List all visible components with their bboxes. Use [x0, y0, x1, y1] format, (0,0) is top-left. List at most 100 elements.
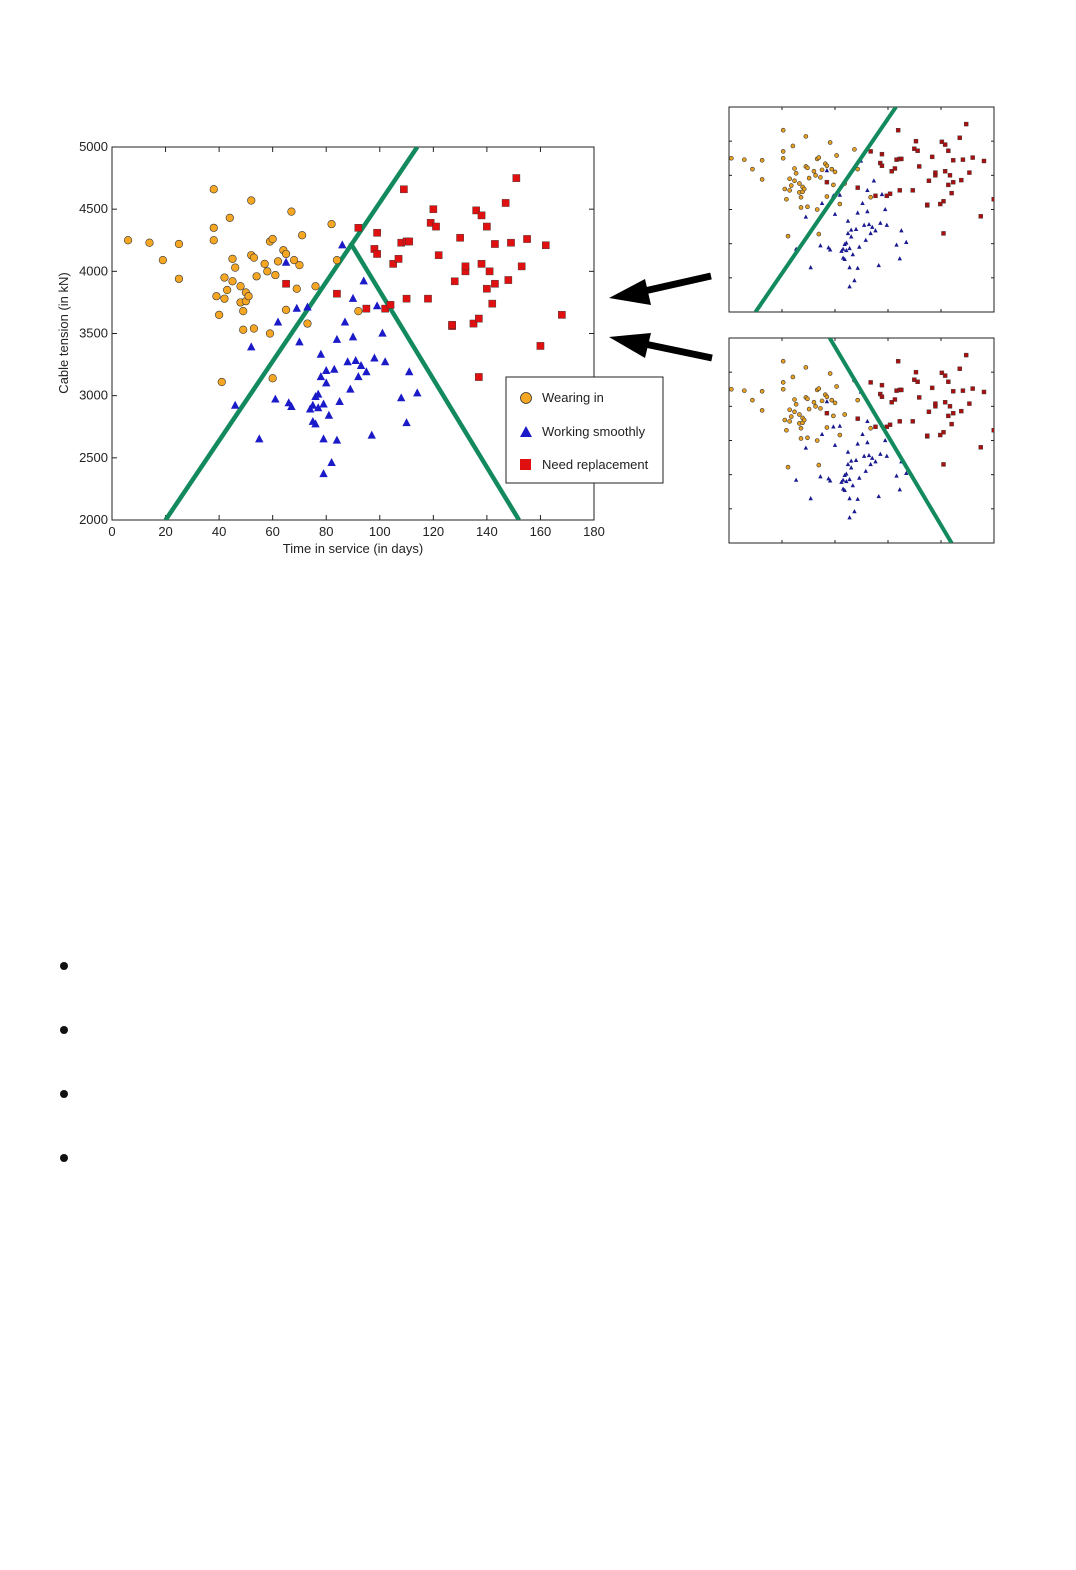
thumbnail-need-replacement-point — [951, 179, 956, 185]
thumbnail-need-replacement-point — [970, 155, 975, 160]
thumbnail-wearing-in-point — [729, 386, 734, 392]
thumbnail-wearing-in-point — [780, 149, 786, 154]
thumbnail-wearing-in-point — [793, 401, 799, 407]
need-replacement-point — [542, 241, 550, 250]
thumbnail-need-replacement-point — [981, 158, 987, 164]
thumbnail-working-smoothly-point — [824, 168, 830, 173]
thumbnail-working-smoothly-point — [847, 476, 852, 482]
working-smoothly-point — [380, 357, 390, 366]
thumbnail-working-smoothly-point — [855, 441, 860, 446]
thumbnail-wearing-in-point — [787, 188, 792, 193]
need-replacement-point — [469, 319, 478, 328]
thumbnail-need-replacement-point — [957, 135, 962, 140]
need-replacement-point — [477, 211, 486, 220]
wearing-in-point — [228, 277, 237, 286]
working-smoothly-point — [332, 435, 342, 444]
thumbnail-wearing-in-point — [784, 196, 789, 202]
y-tick-label: 4000 — [79, 263, 108, 278]
main-ticks: 0 20 40 60 80 100 120 140 160 180 2000 2500 3000 3500… — [79, 139, 605, 539]
need-replacement-point — [362, 304, 371, 313]
thumbnail-need-replacement-point — [915, 148, 920, 153]
main-chart: 0 20 40 60 80 100 120 140 160 180 2000 2500 3000 3500… — [56, 139, 664, 556]
working-smoothly-point — [322, 365, 331, 374]
main-points — [123, 174, 566, 478]
wearing-in-point — [158, 256, 167, 265]
thumbnail-wearing-in-point — [827, 371, 833, 376]
thumbnail-need-replacement-point — [951, 389, 956, 394]
legend-label-wearing-in: Wearing in — [542, 390, 604, 405]
need-replacement-point — [475, 314, 483, 323]
need-replacement-point — [424, 294, 432, 303]
thumbnail-working-smoothly-point — [865, 209, 870, 214]
wearing-in-point — [209, 223, 218, 232]
arrows — [609, 272, 713, 362]
wearing-in-point — [260, 259, 269, 268]
wearing-in-point — [252, 272, 261, 281]
legend-marker-wearing-in — [520, 392, 532, 404]
thumbnail-working-smoothly-point — [883, 206, 888, 212]
thumbnail-need-replacement-point — [855, 416, 860, 421]
wearing-in-point — [174, 239, 184, 249]
working-smoothly-point — [330, 364, 339, 373]
working-smoothly-point — [351, 356, 360, 365]
bullet-dot — [60, 962, 68, 970]
thumbnail-need-replacement-point — [941, 462, 946, 467]
thumbnail-need-replacement-point — [942, 373, 948, 378]
need-replacement-point — [491, 240, 499, 248]
thumbnail-wearing-in-point — [805, 435, 810, 441]
thumbnail-wearing-in-point — [855, 397, 860, 403]
working-smoothly-point — [319, 434, 328, 443]
thumbnail-wearing-in-point — [742, 388, 747, 393]
thumbnail-wearing-in-point — [759, 177, 765, 182]
thumbnail-need-replacement-point — [978, 445, 983, 450]
wearing-in-point — [174, 274, 184, 283]
need-replacement-point — [389, 260, 397, 268]
thumbnail-working-smoothly-point — [897, 256, 902, 261]
thumbnail-working-smoothly-point — [876, 263, 881, 268]
thumbnail-working-smoothly-point — [879, 191, 885, 197]
thumbnail-working-smoothly-point — [860, 200, 865, 205]
thumbnail-wearing-in-point — [818, 175, 823, 180]
wearing-in-point — [249, 324, 259, 333]
thumbnail-wearing-in-point — [742, 157, 747, 162]
thumbnail-working-smoothly-point — [883, 437, 888, 443]
legend-label-need-replacement: Need replacement — [542, 457, 649, 472]
working-smoothly-point — [370, 353, 379, 362]
thumbnail-wearing-in-point — [759, 388, 765, 394]
thumbnail-working-smoothly-point — [845, 230, 851, 236]
need-replacement-point — [475, 373, 483, 381]
thumbnail-working-smoothly-point — [878, 220, 883, 225]
thumbnail-wearing-in-point — [805, 204, 810, 210]
thumbnail-working-smoothly-point — [793, 477, 799, 482]
wearing-in-point — [311, 282, 320, 291]
wearing-in-point — [292, 284, 301, 293]
thumbnail-wearing-in-point — [792, 409, 797, 415]
thumbnail-wearing-in-point — [797, 412, 802, 417]
thumbnail-need-replacement-point — [887, 422, 893, 427]
y-tick-label: 3500 — [79, 326, 108, 341]
thumbnail-need-replacement-point — [963, 121, 969, 127]
bullet-item — [60, 952, 84, 1016]
thumbnail-working-smoothly-point — [848, 234, 854, 239]
thumbnail-working-smoothly-point — [808, 265, 813, 270]
y-tick-label: 2500 — [79, 450, 108, 465]
thumbnail-wearing-in-point — [790, 374, 796, 380]
thumbnail-2-frame — [728, 337, 995, 544]
thumbnail-working-smoothly-point — [857, 244, 862, 249]
thumbnail-working-smoothly-point — [848, 227, 854, 232]
thumbnail-wearing-in-point — [814, 438, 820, 443]
need-replacement-point — [405, 237, 414, 246]
thumbnail-working-smoothly-point — [852, 278, 857, 283]
x-tick-label: 0 — [108, 524, 115, 539]
thumbnail-working-smoothly-point — [866, 222, 872, 227]
thumbnail-need-replacement-point — [951, 158, 956, 163]
need-replacement-point — [504, 276, 513, 284]
thumbnail-wearing-in-point — [759, 408, 765, 413]
thumbnail-wearing-in-point — [780, 380, 786, 385]
thumbnail-wearing-in-point — [785, 233, 791, 239]
bullet-item — [60, 1080, 84, 1144]
thumbnail-wearing-in-point — [814, 207, 820, 212]
thumbnail-need-replacement-point — [946, 413, 951, 419]
thumbnail-need-replacement-point — [895, 128, 901, 133]
thumbnail-working-smoothly-point — [852, 509, 857, 514]
